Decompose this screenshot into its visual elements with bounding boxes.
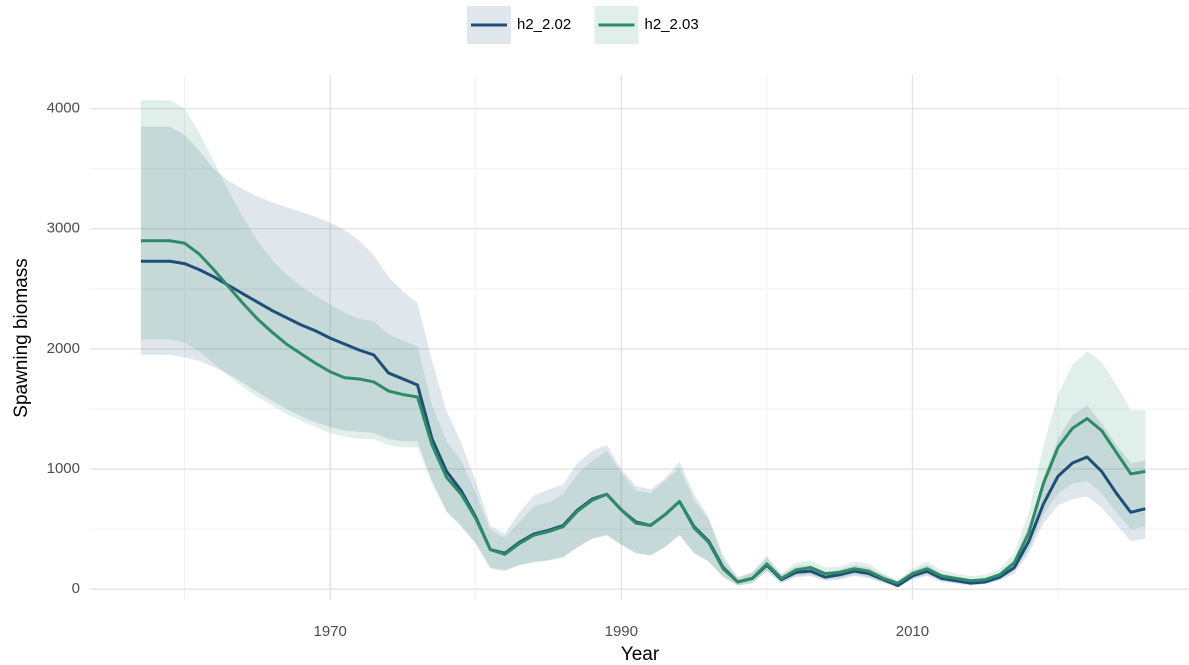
y-tick-label: 1000 [47, 460, 80, 477]
legend-label: h2_2.03 [645, 16, 699, 33]
x-axis-title: Year [621, 644, 660, 665]
y-tick-label: 0 [72, 580, 80, 597]
confidence-band [140, 126, 1146, 588]
x-tick-label: 1990 [605, 623, 638, 640]
x-tick-label: 2010 [896, 623, 929, 640]
series-line [140, 239, 1146, 585]
y-tick-label: 2000 [47, 340, 80, 357]
confidence-band [140, 100, 1146, 587]
y-tick-label: 3000 [47, 220, 80, 237]
legend-label: h2_2.02 [517, 16, 571, 33]
x-tick-label: 1970 [313, 623, 346, 640]
y-tick-label: 4000 [47, 100, 80, 117]
y-axis-title: Spawning biomass [11, 258, 32, 417]
